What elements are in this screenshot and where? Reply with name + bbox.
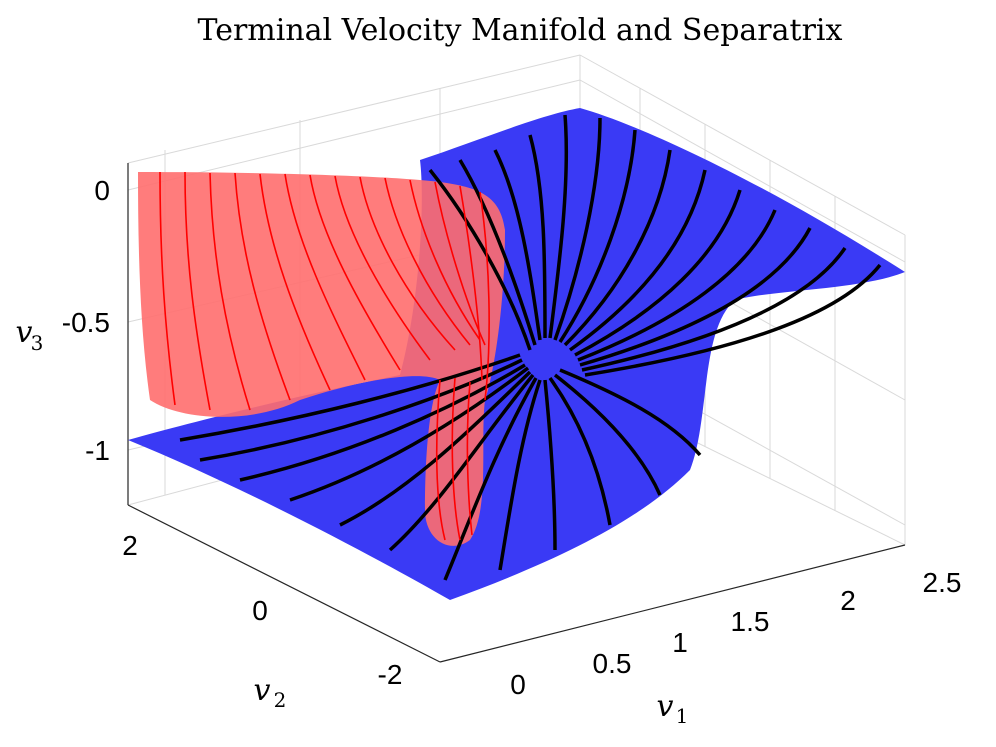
x-tick-label: 1.5	[731, 606, 770, 637]
y-axis-label: v 2	[254, 673, 287, 712]
x-axis-label-main: v	[657, 689, 674, 724]
separatrix-trajectories	[159, 171, 490, 541]
x-tick-label: 0.5	[593, 648, 632, 679]
x-tick-label: 2.5	[923, 567, 962, 598]
x-tick-label: 1	[672, 627, 688, 658]
separatrix-surface	[138, 172, 505, 546]
z-tick-label: 0	[94, 175, 110, 206]
y-tick-label: -2	[378, 659, 403, 690]
z-axis-label-main: v	[16, 315, 33, 350]
x-tick-label: 2	[840, 585, 856, 616]
y-tick-label: 0	[252, 595, 268, 626]
y-axis-label-main: v	[254, 673, 271, 708]
z-tick-label: -0.5	[62, 307, 110, 338]
z-axis-ticks: 0 -0.5 -1	[62, 175, 110, 466]
chart-title: Terminal Velocity Manifold and Separatri…	[198, 13, 843, 48]
z-axis-label: v 3	[16, 315, 44, 355]
x-tick-label: 0	[510, 669, 526, 700]
z-axis-label-sub: 3	[31, 331, 44, 355]
y-axis-label-sub: 2	[274, 688, 287, 712]
z-tick-label: -1	[85, 435, 110, 466]
x-axis-ticks: 0 0.5 1 1.5 2 2.5	[510, 567, 961, 700]
y-axis-ticks: 2 0 -2	[122, 530, 402, 690]
manifold-surface	[128, 108, 905, 600]
x-axis-label-sub: 1	[676, 704, 689, 728]
x-axis-label: v 1	[657, 689, 689, 728]
y-tick-label: 2	[122, 530, 138, 561]
